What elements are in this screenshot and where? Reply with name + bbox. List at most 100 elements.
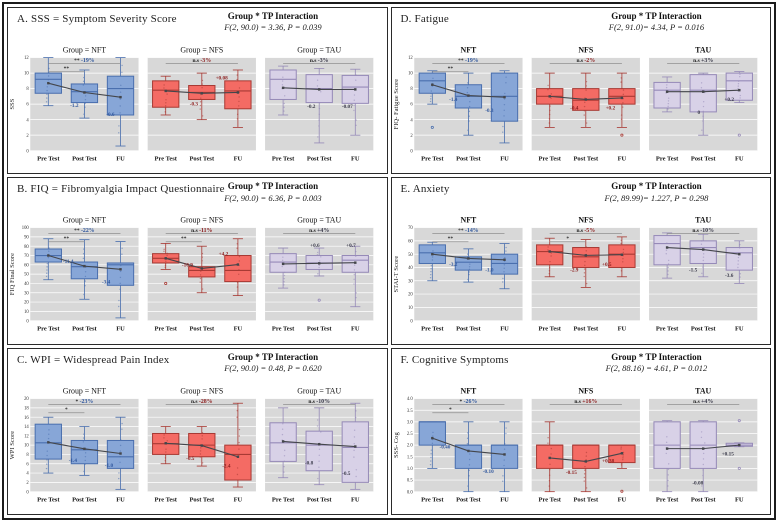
y-tick-label: 4: [410, 118, 413, 123]
x-tick-label: Pre Test: [272, 155, 295, 162]
mean-marker: [547, 456, 551, 459]
y-tick-label: 4: [26, 471, 29, 476]
y-tick-label: 60: [24, 264, 29, 269]
x-tick-label: Post Test: [456, 155, 481, 162]
sig-label: *: [65, 407, 68, 413]
figure-grid: A. SSS = Symptom Severity Score Group * T…: [7, 7, 771, 515]
x-tick-label: Pre Test: [655, 326, 678, 333]
y-tick-label: 2: [410, 134, 413, 139]
interaction-title: Group * TP Interaction: [227, 11, 319, 21]
panel-title: F. Cognitive Symptoms: [400, 353, 509, 366]
sig-label: **: [447, 236, 453, 242]
delta-label: -0.5: [186, 456, 195, 462]
y-tick-label: 40: [24, 282, 29, 287]
delta-label: -0.15: [565, 470, 576, 476]
x-tick-label: Post Test: [189, 155, 214, 162]
outlier-point: [737, 133, 741, 137]
sig-label: **: [64, 236, 70, 242]
subplot-title: Group = NFS: [180, 216, 223, 225]
outlier-point: [737, 466, 741, 470]
mean-marker: [701, 248, 704, 252]
x-tick-label: FU: [734, 155, 743, 162]
y-tick-label: 6: [410, 103, 413, 108]
x-tick-label: FU: [500, 496, 509, 503]
panel-F: F. Cognitive Symptoms Group * TP Interact…: [390, 347, 771, 515]
y-tick-label: 10: [24, 443, 29, 448]
delta-label: -11.4: [63, 259, 74, 265]
y-tick-label: 12: [24, 434, 29, 439]
subplot-C-NFT: Group = NFT 0 2 4 6 8 10 12 14 16 18 20 * -23% * -1.4 -…: [24, 386, 139, 503]
y-tick-label: 2.0: [406, 443, 412, 448]
y-tick-label: 20: [24, 301, 29, 306]
y-tick-label: 4: [26, 118, 29, 123]
subplot-F-NFT: NFT 0.0 0.5 1.0 1.5 2.0 2.5 3.0 3.5 4.0 * -26% * -0.…: [406, 386, 523, 503]
mean-marker: [164, 441, 167, 445]
mean-marker: [701, 447, 704, 450]
mean-marker: [547, 250, 551, 254]
mean-marker: [317, 442, 321, 446]
delta-label: +0.15: [721, 451, 734, 457]
x-tick-label: Post Test: [72, 496, 97, 503]
delta-label: -0.6: [106, 112, 115, 118]
delta-label: +0.2: [605, 106, 615, 112]
x-tick-label: Post Test: [72, 326, 97, 333]
x-tick-label: Pre Test: [155, 326, 178, 333]
outlier-point: [430, 125, 434, 129]
sig-label: n.s -2%: [576, 58, 595, 64]
sig-label: *: [566, 236, 569, 242]
box-fu: [725, 72, 753, 101]
x-tick-label: Post Test: [307, 496, 332, 503]
mean-marker: [354, 261, 357, 265]
box-fu: [224, 255, 252, 283]
mean-marker: [502, 258, 506, 262]
y-tick-label: 70: [24, 254, 29, 259]
x-tick-label: FU: [351, 496, 360, 503]
panel-C-plots: WPI Score Group = NFT 0 2 4 6 8 10 12 14 16 18 20 * -…: [9, 386, 374, 503]
subplot-title: NFS: [578, 216, 593, 225]
mean-marker: [281, 86, 285, 90]
subplot-title: NFS: [578, 386, 593, 395]
y-tick-label: 0: [410, 320, 413, 325]
y-tick-label: 0: [410, 149, 413, 154]
mean-marker: [665, 447, 668, 450]
x-tick-label: Post Test: [307, 155, 332, 162]
y-tick-label: 0: [26, 320, 29, 325]
panel-B-header: B. FIQ = Fibromyalgia Impact Questionnai…: [8, 178, 387, 211]
mean-marker: [317, 88, 321, 91]
interaction-stats: F(2, 90.0) = 0.48, P = 0.620: [224, 362, 322, 373]
x-tick-label: Pre Test: [421, 496, 444, 503]
y-tick-label: 10: [408, 72, 413, 77]
box-pre-test: [652, 81, 681, 109]
delta-label: -1.5: [688, 268, 697, 274]
y-tick-label: 1.5: [406, 455, 412, 460]
delta-label: -3.4: [102, 280, 111, 286]
x-tick-label: FU: [116, 326, 125, 333]
delta-label: -0.40: [439, 444, 450, 450]
mean-marker: [430, 253, 434, 256]
subplot-C-NFS: Group = NFS n.s -28% -0.5 -2.4 Pre Test Post …: [147, 386, 256, 503]
mean-marker: [281, 262, 285, 266]
mean-marker: [47, 440, 50, 444]
panel-F-plots: SSS- Cog NFT 0.0 0.5 1.0 1.5 2.0 2.5 3.0 3.5 4.0 * …: [393, 386, 757, 503]
mean-marker: [737, 443, 741, 446]
interaction-block: Group * TP Interaction F(2, 91.0)= 4.34, …: [550, 11, 762, 33]
x-tick-label: Pre Test: [272, 326, 295, 333]
sig-label: n.s +4%: [693, 398, 713, 404]
sig-label: n.s -11%: [191, 228, 212, 234]
x-tick-label: Pre Test: [538, 326, 561, 333]
y-axis-label: FIQ- Fatigue Score: [393, 79, 400, 130]
x-tick-label: FU: [116, 496, 125, 503]
mean-marker: [236, 263, 240, 267]
x-tick-label: Pre Test: [421, 326, 444, 333]
x-tick-label: FU: [500, 155, 509, 162]
interaction-block: Group * TP Interaction F(2, 89.99)= 1.227…: [550, 181, 762, 203]
delta-label: -0.07: [342, 104, 353, 110]
interaction-block: Group * TP Interaction F(2, 90.0) = 0.48,…: [167, 352, 379, 374]
mean-marker: [47, 254, 50, 258]
y-tick-label: 2: [26, 134, 29, 139]
box-post-test: [454, 444, 482, 469]
delta-label: -3.6: [725, 273, 734, 279]
x-tick-label: Pre Test: [37, 496, 60, 503]
box-pre-test: [269, 69, 297, 100]
subplot-title: Group = NFT: [63, 46, 107, 55]
